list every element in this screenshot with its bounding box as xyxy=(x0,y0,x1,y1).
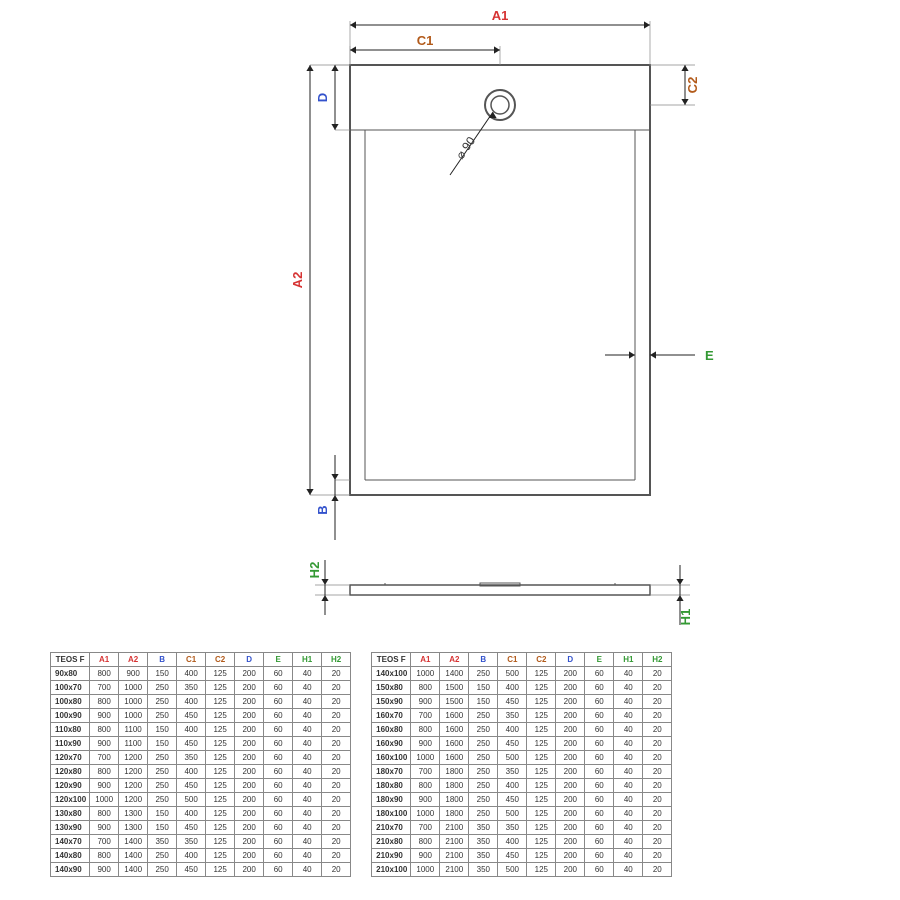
table-row: 120x909001200250450125200604020 xyxy=(51,779,351,793)
table-row: 140x707001400350350125200604020 xyxy=(51,835,351,849)
svg-text:E: E xyxy=(705,348,714,363)
table-row: 140x808001400250400125200604020 xyxy=(51,849,351,863)
col-header: A1 xyxy=(411,653,440,667)
col-header: E xyxy=(264,653,293,667)
svg-text:C1: C1 xyxy=(417,33,434,48)
col-header: D xyxy=(235,653,264,667)
tables-container: TEOS FA1A2BC1C2DEH1H290x8080090015040012… xyxy=(0,640,900,877)
col-header: E xyxy=(585,653,614,667)
diameter-label: ⌀ 90 xyxy=(453,134,478,162)
table-row: 150x808001500150400125200604020 xyxy=(372,681,672,695)
table-row: 160x10010001600250500125200604020 xyxy=(372,751,672,765)
dimensions-table-left: TEOS FA1A2BC1C2DEH1H290x8080090015040012… xyxy=(50,652,351,877)
col-header: H2 xyxy=(322,653,351,667)
table-row: 100x909001000250450125200604020 xyxy=(51,709,351,723)
technical-drawing: ⌀ 90 A1 C1 A2 D B C2 E H2 H1 xyxy=(0,0,900,640)
table-row: 140x909001400250450125200604020 xyxy=(51,863,351,877)
table-row: 210x10010002100350500125200604020 xyxy=(372,863,672,877)
col-header: C2 xyxy=(206,653,235,667)
col-header: H2 xyxy=(643,653,672,667)
table-row: 130x909001300150450125200604020 xyxy=(51,821,351,835)
col-header: B xyxy=(148,653,177,667)
svg-text:H2: H2 xyxy=(307,562,322,579)
table-row: 100x808001000250400125200604020 xyxy=(51,695,351,709)
col-header: D xyxy=(556,653,585,667)
table-row: 160x909001600250450125200604020 xyxy=(372,737,672,751)
table-row: 150x909001500150450125200604020 xyxy=(372,695,672,709)
drain-inner xyxy=(491,96,509,114)
table-row: 100x707001000250350125200604020 xyxy=(51,681,351,695)
dimensions-table-right: TEOS FA1A2BC1C2DEH1H2140x100100014002505… xyxy=(371,652,672,877)
col-header: TEOS F xyxy=(51,653,90,667)
col-header: C2 xyxy=(527,653,556,667)
table-row: 110x808001100150400125200604020 xyxy=(51,723,351,737)
table-row: 160x808001600250400125200604020 xyxy=(372,723,672,737)
table-row: 120x10010001200250500125200604020 xyxy=(51,793,351,807)
svg-text:A2: A2 xyxy=(290,272,305,289)
svg-text:C2: C2 xyxy=(685,77,700,94)
table-row: 90x80800900150400125200604020 xyxy=(51,667,351,681)
svg-text:A1: A1 xyxy=(492,8,509,23)
table-row: 180x909001800250450125200604020 xyxy=(372,793,672,807)
col-header: B xyxy=(469,653,498,667)
col-header: A2 xyxy=(119,653,148,667)
col-header: C1 xyxy=(177,653,206,667)
table-row: 120x808001200250400125200604020 xyxy=(51,765,351,779)
drain-outer xyxy=(485,90,515,120)
col-header: TEOS F xyxy=(372,653,411,667)
col-header: A2 xyxy=(440,653,469,667)
table-row: 180x808001800250400125200604020 xyxy=(372,779,672,793)
col-header: H1 xyxy=(614,653,643,667)
table-row: 140x10010001400250500125200604020 xyxy=(372,667,672,681)
svg-text:H1: H1 xyxy=(678,609,693,626)
table-row: 210x707002100350350125200604020 xyxy=(372,821,672,835)
table-row: 180x10010001800250500125200604020 xyxy=(372,807,672,821)
col-header: H1 xyxy=(293,653,322,667)
table-row: 210x808002100350400125200604020 xyxy=(372,835,672,849)
svg-text:D: D xyxy=(315,93,330,102)
table-row: 160x707001600250350125200604020 xyxy=(372,709,672,723)
svg-text:B: B xyxy=(315,505,330,514)
table-row: 110x909001100150450125200604020 xyxy=(51,737,351,751)
table-row: 180x707001800250350125200604020 xyxy=(372,765,672,779)
col-header: C1 xyxy=(498,653,527,667)
col-header: A1 xyxy=(90,653,119,667)
table-row: 120x707001200250350125200604020 xyxy=(51,751,351,765)
table-row: 130x808001300150400125200604020 xyxy=(51,807,351,821)
table-row: 210x909002100350450125200604020 xyxy=(372,849,672,863)
